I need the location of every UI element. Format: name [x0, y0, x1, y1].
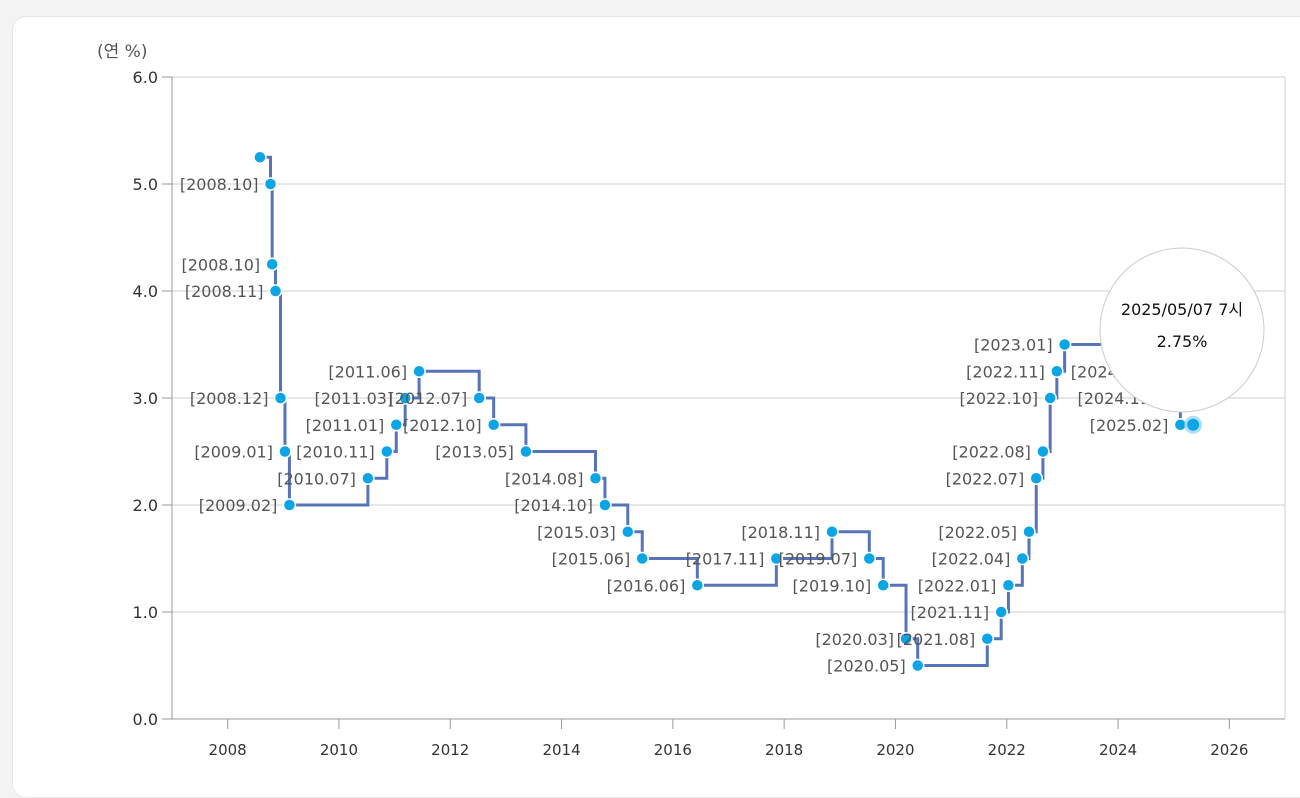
- data-point[interactable]: [1015, 551, 1030, 566]
- data-point-label: [2022.07]: [946, 469, 1025, 488]
- data-point-label: [2011.03]: [315, 389, 394, 408]
- data-point[interactable]: [635, 551, 649, 566]
- data-point-label: [2022.04]: [932, 550, 1011, 569]
- data-point[interactable]: [412, 364, 426, 378]
- x-tick-label: 2016: [654, 741, 692, 759]
- data-point-label: [2015.06]: [552, 550, 631, 569]
- data-point-label: [2010.11]: [296, 443, 375, 462]
- data-point[interactable]: [899, 632, 913, 646]
- data-point[interactable]: [253, 150, 267, 164]
- data-point-label: [2017.11]: [686, 550, 765, 569]
- data-point-label: [2022.11]: [966, 362, 1045, 381]
- data-point[interactable]: [769, 551, 784, 566]
- data-point[interactable]: [1050, 364, 1064, 378]
- data-point[interactable]: [1029, 471, 1043, 485]
- x-tick-label: 2012: [431, 741, 469, 759]
- data-point[interactable]: [268, 284, 283, 298]
- data-point[interactable]: [1001, 578, 1016, 592]
- x-tick-label: 2022: [988, 741, 1026, 759]
- x-tick-label: 2018: [765, 741, 803, 759]
- data-point-label: [2012.07]: [389, 389, 468, 408]
- data-point[interactable]: [486, 418, 501, 432]
- data-point[interactable]: [389, 418, 404, 432]
- data-point-label: [2022.05]: [938, 523, 1017, 542]
- tooltip-bubble: [1099, 247, 1265, 413]
- data-point[interactable]: [1057, 337, 1072, 352]
- rate-series-line: [259, 155, 1194, 667]
- data-point-label: [2009.01]: [194, 443, 273, 462]
- highlighted-point[interactable]: [1187, 418, 1200, 431]
- data-point[interactable]: [690, 578, 705, 592]
- chart-card: (연 %) 0.0 1.0 2.0 3.0 4.0 5.0 6.0 2008 2010 2012 20…: [12, 16, 1300, 798]
- data-point[interactable]: [994, 605, 1008, 619]
- data-point-label: [2019.10]: [793, 576, 872, 595]
- data-point[interactable]: [265, 257, 279, 271]
- data-point-label: [2022.08]: [952, 443, 1031, 462]
- y-tick-label: 1.0: [133, 603, 158, 622]
- data-point-label: [2008.10]: [180, 175, 259, 194]
- data-point[interactable]: [273, 391, 288, 405]
- data-point-label: [2011.01]: [306, 416, 385, 435]
- data-point[interactable]: [621, 525, 635, 539]
- data-point[interactable]: [263, 177, 278, 191]
- data-point[interactable]: [398, 391, 412, 405]
- data-point-label: [2015.03]: [537, 523, 616, 542]
- y-tick-label: 2.0: [133, 496, 158, 515]
- data-point[interactable]: [825, 525, 839, 539]
- data-point-label: [2016.06]: [607, 576, 686, 595]
- data-point-label: [2020.03]: [815, 630, 894, 649]
- data-point[interactable]: [1043, 391, 1057, 405]
- data-point-label: [2013.05]: [435, 443, 514, 462]
- data-point[interactable]: [910, 658, 925, 673]
- data-point[interactable]: [588, 471, 603, 485]
- x-tick-label: 2008: [209, 741, 247, 759]
- data-point[interactable]: [361, 471, 375, 485]
- data-point[interactable]: [598, 498, 612, 512]
- data-point-label: [2009.02]: [199, 496, 278, 515]
- data-point[interactable]: [519, 444, 533, 459]
- y-tick-label: 3.0: [133, 389, 158, 408]
- y-unit-label: (연 %): [97, 42, 147, 62]
- data-point-label: [2018.11]: [741, 523, 820, 542]
- y-tick-label: 4.0: [133, 282, 158, 301]
- data-point[interactable]: [980, 632, 995, 646]
- data-point[interactable]: [278, 444, 292, 459]
- data-point[interactable]: [472, 391, 486, 405]
- data-point-label: [2014.10]: [514, 496, 593, 515]
- tooltip-value: 2.75%: [1157, 332, 1208, 351]
- data-point[interactable]: [380, 444, 394, 459]
- data-point-label: [2021.11]: [911, 603, 990, 622]
- data-point-label: [2011.06]: [328, 362, 407, 381]
- data-point[interactable]: [1036, 444, 1050, 459]
- y-tick-label: 0.0: [133, 710, 158, 729]
- data-point-label: [2019.07]: [779, 550, 858, 569]
- data-point-label: [2008.11]: [185, 282, 264, 301]
- data-point-label: [2012.10]: [403, 416, 482, 435]
- data-point-label: [2022.10]: [960, 389, 1039, 408]
- interest-rate-chart: (연 %) 0.0 1.0 2.0 3.0 4.0 5.0 6.0 2008 2010 2012 20…: [97, 42, 1286, 759]
- data-point-label: [2025.02]: [1090, 416, 1169, 435]
- data-point-label: [2021.08]: [897, 630, 976, 649]
- data-point[interactable]: [862, 551, 877, 566]
- tooltip-title: 2025/05/07 7시: [1121, 300, 1243, 319]
- data-point[interactable]: [876, 578, 890, 592]
- data-point-label: [2010.07]: [277, 469, 356, 488]
- x-tick-label: 2026: [1210, 741, 1248, 759]
- x-tick-label: 2020: [876, 741, 914, 759]
- x-tick-label: 2010: [320, 741, 358, 759]
- data-point-label: [2023.01]: [974, 336, 1053, 355]
- y-tick-label: 6.0: [133, 68, 158, 87]
- x-tick-label: 2024: [1099, 741, 1137, 759]
- data-point-label: [2014.08]: [505, 469, 584, 488]
- data-point-label: [2020.05]: [827, 657, 906, 676]
- data-point[interactable]: [1022, 525, 1036, 539]
- data-point[interactable]: [282, 498, 297, 512]
- data-point-label: [2008.12]: [190, 389, 269, 408]
- y-tick-label: 5.0: [133, 175, 158, 194]
- data-point-label: [2008.10]: [182, 255, 261, 274]
- x-tick-label: 2014: [542, 741, 580, 759]
- data-point-label: [2022.01]: [918, 576, 997, 595]
